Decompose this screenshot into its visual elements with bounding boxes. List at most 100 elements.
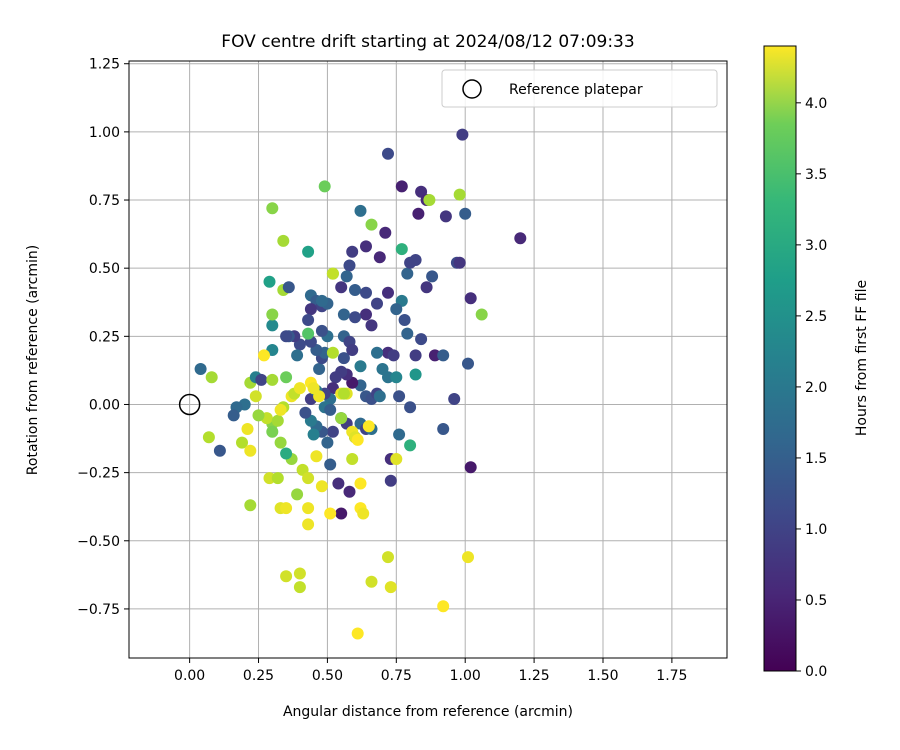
data-point — [293, 567, 306, 580]
colorbar-ticks: 0.0 0.5 1.0 1.5 2.0 2.5 3.0 3.5 4.0 — [796, 96, 827, 680]
data-point — [213, 444, 226, 457]
data-point — [266, 373, 279, 386]
data-point — [313, 390, 326, 403]
data-point — [236, 436, 248, 449]
reference-platepar-marker — [178, 393, 201, 416]
y-tick-label: 0.75 — [89, 193, 120, 209]
data-point — [360, 240, 372, 253]
y-tick-label: −0.50 — [77, 534, 120, 550]
colorbar-tick-label: 1.0 — [805, 522, 827, 538]
data-point — [280, 330, 293, 343]
data-point — [453, 188, 466, 201]
y-axis-ticks: −0.75 −0.50 −0.25 0.00 0.25 0.50 0.75 1.00 1.25 — [77, 57, 129, 618]
data-point — [335, 507, 348, 520]
data-point — [376, 363, 389, 375]
data-point — [307, 428, 320, 441]
data-point — [404, 401, 417, 414]
legend-reference-label: Reference platepar — [509, 82, 643, 98]
x-axis-label: Angular distance from reference (arcmin) — [283, 704, 573, 720]
data-point — [426, 270, 439, 283]
data-point — [448, 393, 461, 405]
data-point — [205, 371, 218, 384]
data-point — [337, 308, 350, 321]
data-point — [271, 414, 284, 427]
data-point — [277, 234, 290, 247]
data-point — [282, 281, 295, 294]
data-point — [335, 281, 348, 294]
data-point — [395, 180, 408, 193]
data-point — [293, 581, 306, 594]
colorbar-label: Hours from first FF file — [854, 280, 870, 436]
data-point — [313, 363, 326, 375]
data-point — [302, 327, 315, 340]
data-point — [365, 575, 378, 588]
y-tick-label: −0.25 — [77, 466, 120, 482]
data-point — [241, 423, 254, 435]
data-point — [340, 270, 353, 283]
data-point — [464, 461, 477, 474]
data-point — [390, 303, 403, 316]
data-point — [280, 502, 293, 515]
data-point — [280, 371, 293, 384]
data-point — [315, 480, 328, 493]
data-point — [343, 259, 356, 272]
data-point — [302, 245, 315, 258]
data-point — [354, 477, 367, 490]
data-point — [346, 344, 359, 356]
data-point — [387, 349, 400, 362]
data-point — [324, 403, 337, 416]
data-point — [398, 314, 411, 326]
data-point — [390, 453, 403, 465]
data-point — [464, 292, 477, 305]
data-point — [456, 128, 469, 141]
data-point — [395, 243, 408, 256]
data-point — [324, 507, 337, 520]
data-point — [351, 433, 364, 446]
legend-box — [441, 69, 718, 108]
data-point — [291, 488, 304, 501]
data-point — [475, 308, 488, 321]
data-point — [326, 425, 339, 438]
data-point — [326, 267, 339, 280]
data-point — [462, 357, 474, 370]
data-point — [401, 267, 414, 280]
data-point — [337, 387, 350, 400]
colorbar-tick-label: 2.0 — [805, 380, 827, 396]
x-tick-label: 1.25 — [519, 668, 550, 684]
data-point — [384, 581, 397, 594]
data-point — [263, 275, 276, 288]
data-point — [382, 147, 394, 160]
data-point — [332, 477, 345, 490]
data-point — [382, 551, 394, 564]
colorbar-tick-label: 4.0 — [805, 96, 827, 112]
data-point — [349, 311, 361, 324]
data-point — [346, 453, 359, 465]
legend-reference-marker — [462, 79, 482, 99]
data-point — [409, 368, 422, 381]
data-point — [439, 210, 452, 223]
data-point — [271, 472, 284, 485]
data-point — [318, 180, 331, 193]
data-point — [437, 349, 450, 362]
data-point — [453, 256, 466, 269]
data-point — [291, 349, 304, 362]
data-point — [428, 349, 441, 362]
data-point — [365, 319, 378, 332]
data-point — [349, 284, 361, 296]
data-point — [266, 425, 279, 438]
grid-lines — [129, 61, 727, 658]
data-point — [371, 346, 383, 359]
data-point — [266, 319, 279, 332]
data-point — [401, 327, 414, 340]
data-point — [249, 390, 262, 403]
data-point — [459, 207, 472, 220]
data-point — [365, 218, 378, 231]
y-axis-label: Rotation from reference (arcmin) — [25, 245, 41, 475]
data-point — [371, 297, 383, 310]
data-point — [335, 412, 348, 425]
colorbar-tick-label: 2.5 — [805, 309, 827, 325]
data-point — [266, 202, 279, 215]
data-point — [202, 431, 215, 444]
x-tick-label: 0.50 — [312, 668, 343, 684]
data-point — [415, 333, 428, 346]
